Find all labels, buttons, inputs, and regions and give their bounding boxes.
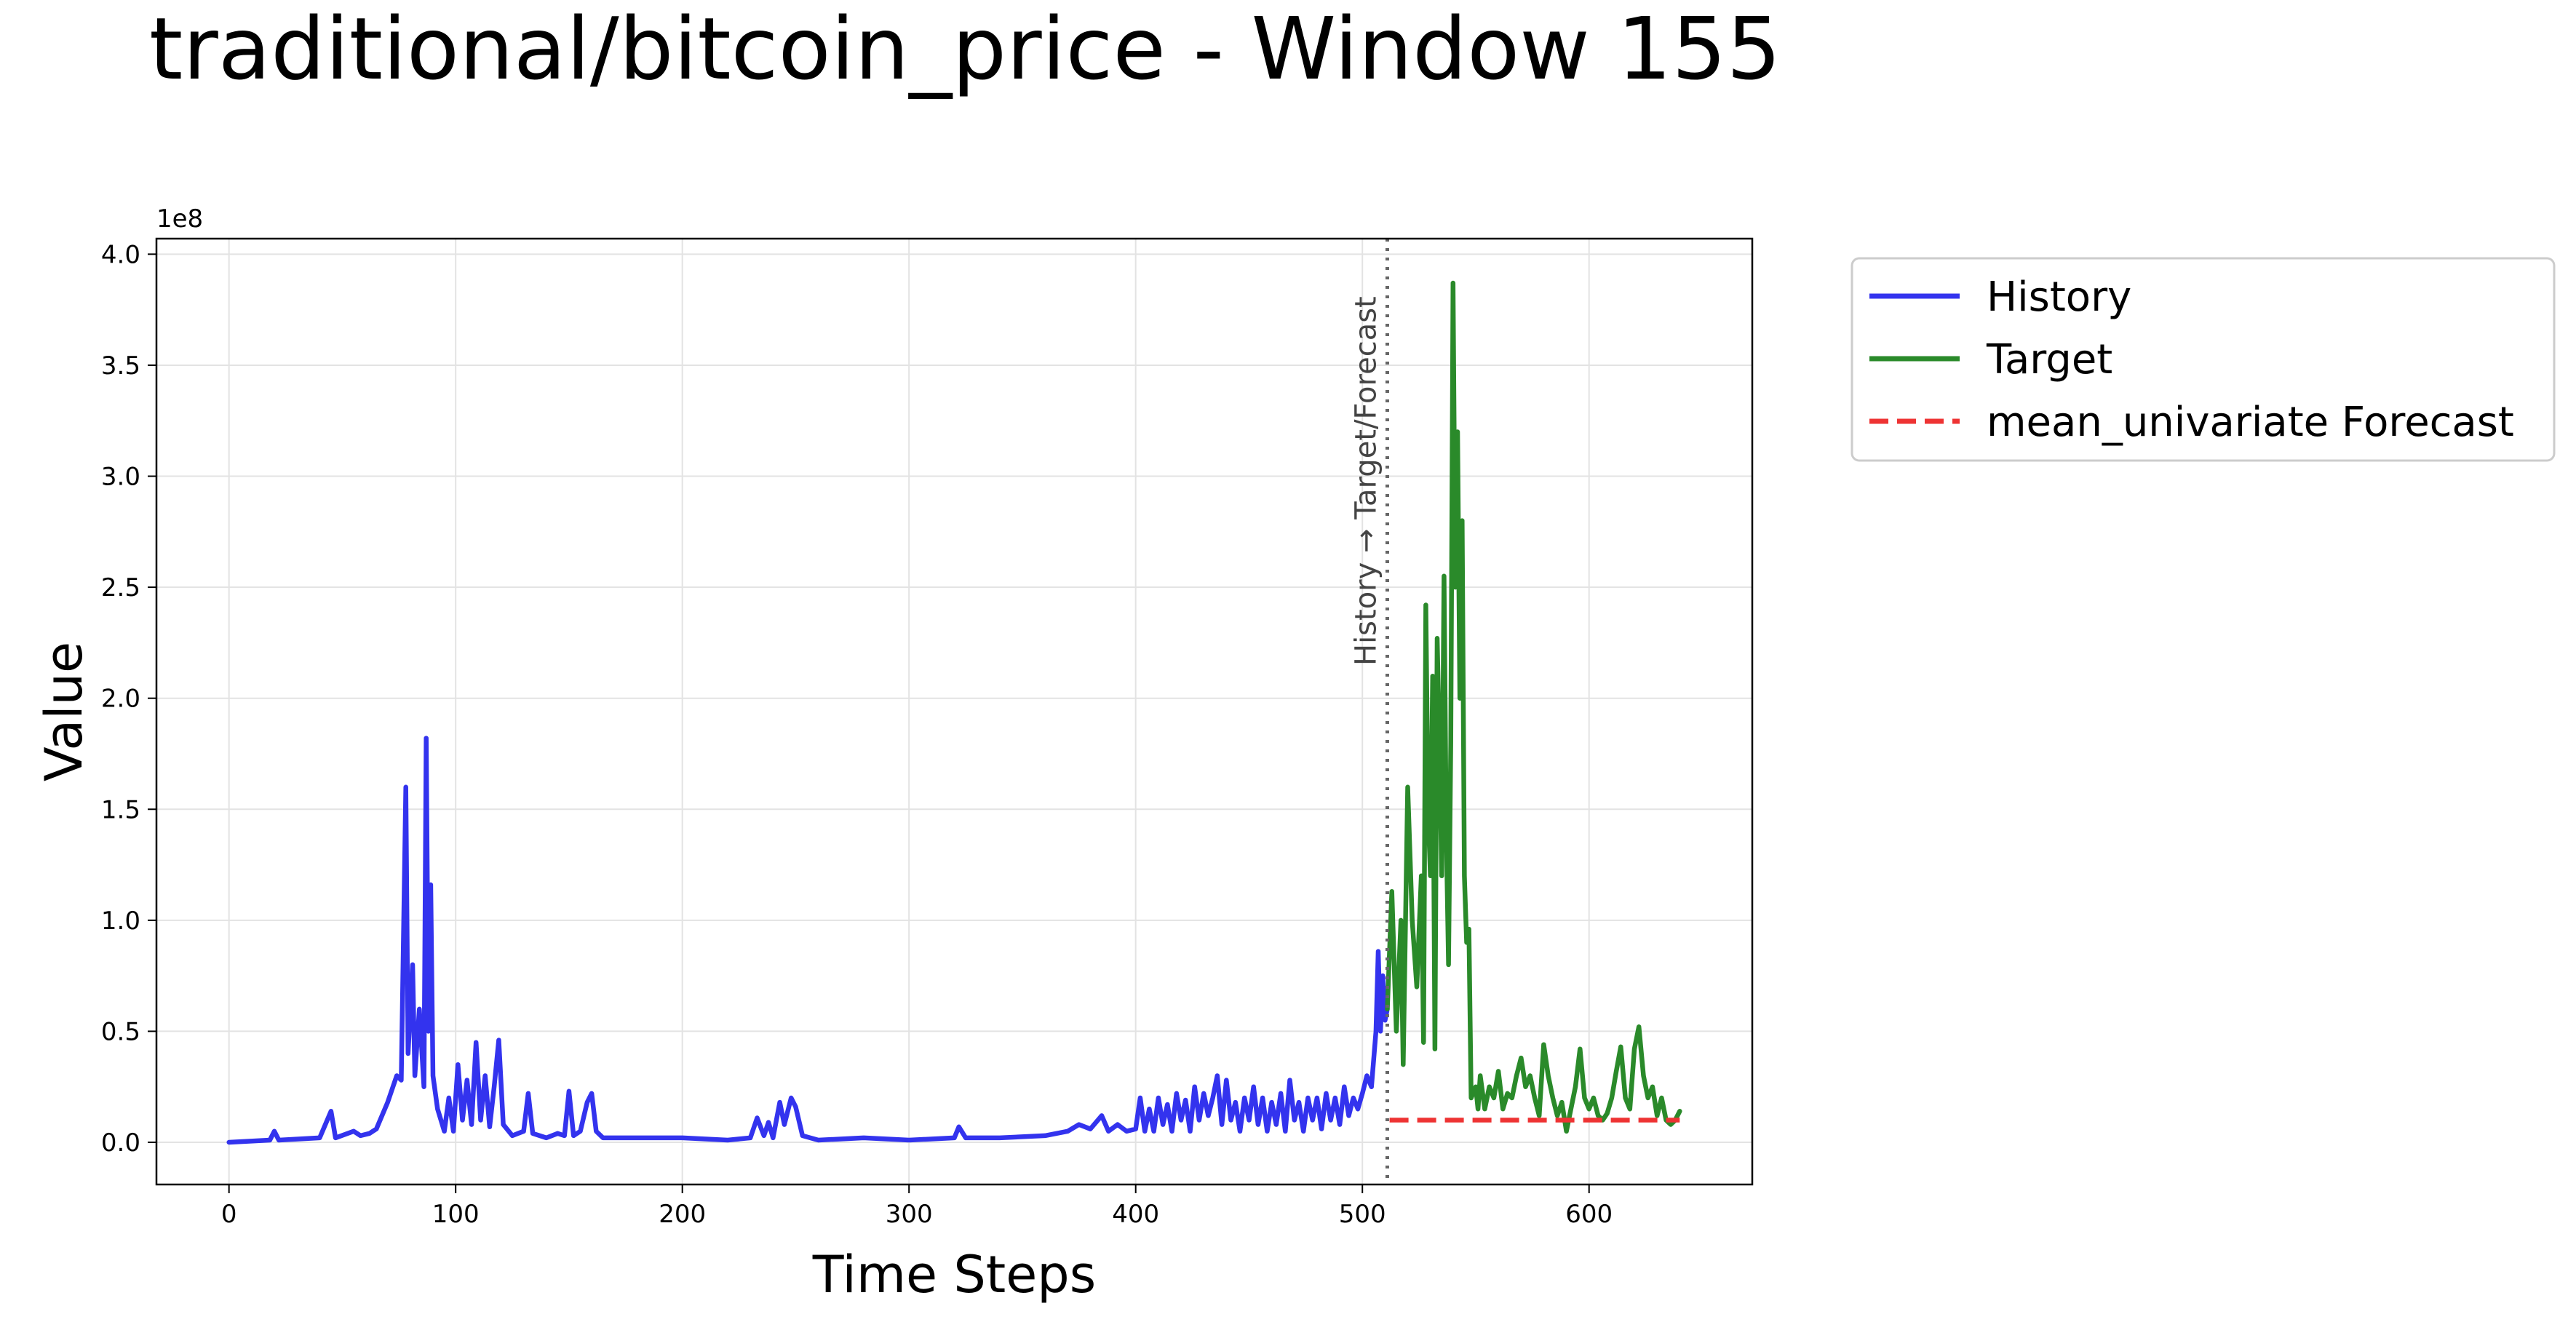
- x-tick-label: 100: [432, 1200, 480, 1229]
- legend-label: Target: [1986, 336, 2112, 383]
- y-tick-label: 0.5: [101, 1017, 140, 1046]
- x-tick-label: 300: [886, 1200, 933, 1229]
- x-axis-label: Time Steps: [812, 1245, 1096, 1305]
- divider: History → Target/Forecast: [1349, 239, 1389, 1184]
- grid: [156, 239, 1752, 1184]
- axis-ticks: 0 100 200 300 400 500 600 0.0 0.5 1.0 1.5 2.0 2.5 3.0…: [101, 240, 1613, 1229]
- y-tick-label: 1.0: [101, 907, 140, 936]
- y-tick-label: 0.0: [101, 1128, 140, 1158]
- y-axis-multiplier: 1e8: [156, 204, 203, 234]
- plot-frame: [155, 237, 1754, 1186]
- y-tick-label: 3.0: [101, 463, 140, 492]
- y-tick-label: 2.5: [101, 573, 140, 602]
- series-layer: [226, 280, 1682, 1145]
- y-tick-label: 2.0: [101, 685, 140, 714]
- divider-label: History → Target/Forecast: [1349, 296, 1383, 666]
- legend: History Target mean_univariate Forecast: [1850, 257, 2556, 462]
- y-tick-label: 3.5: [101, 351, 140, 381]
- series-history: [226, 736, 1390, 1145]
- x-tick-label: 0: [221, 1200, 237, 1229]
- x-tick-label: 200: [659, 1200, 706, 1229]
- y-tick-label: 4.0: [101, 240, 140, 269]
- y-tick-label: 1.5: [101, 795, 140, 824]
- legend-box: [1850, 257, 2556, 462]
- legend-label: mean_univariate Forecast: [1987, 399, 2514, 446]
- chart-title: traditional/bitcoin_price - Window 155: [149, 0, 1781, 99]
- x-tick-label: 600: [1565, 1200, 1613, 1229]
- legend-label: History: [1987, 274, 2131, 321]
- series-target: [1385, 280, 1682, 1134]
- x-tick-label: 400: [1112, 1200, 1159, 1229]
- y-axis-label: Value: [34, 642, 94, 781]
- x-tick-label: 500: [1339, 1200, 1386, 1229]
